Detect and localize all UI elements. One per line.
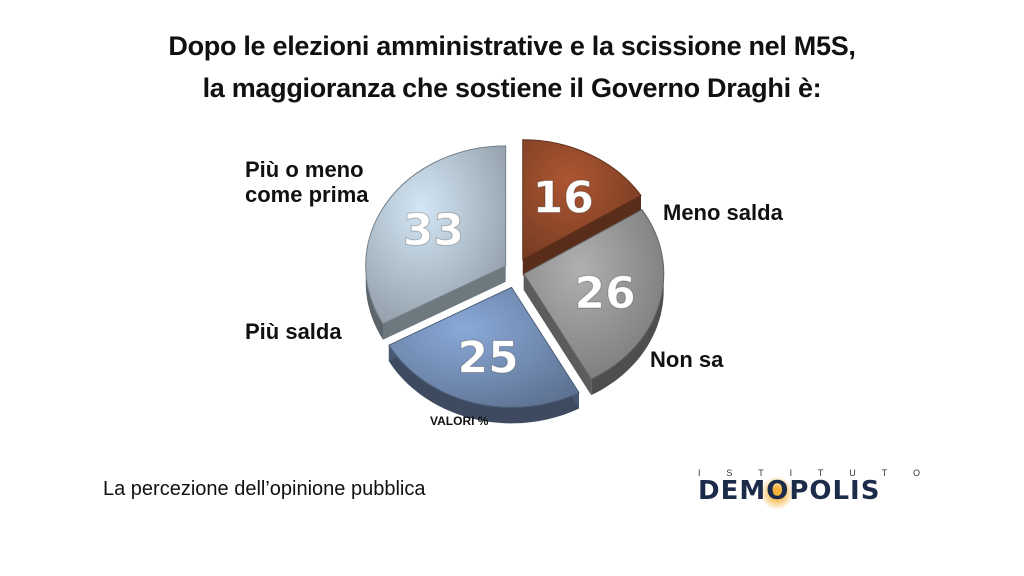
logo-letter: T: [881, 468, 888, 478]
pie-value-label: 25: [457, 333, 518, 384]
pie-slice-side: [591, 209, 664, 396]
pie-slice-0: 16: [522, 139, 642, 276]
logo-letter: T: [817, 468, 824, 478]
values-note: VALORI %: [430, 414, 489, 428]
label-piu-o-meno-line-1: Più o meno: [245, 157, 364, 182]
pie-slice-top: [365, 145, 507, 325]
pie-slice-wall: [382, 265, 506, 340]
pie-value-label: 16: [533, 173, 594, 224]
label-meno-salda: Meno salda: [663, 200, 783, 225]
label-piu-salda: Più salda: [245, 319, 342, 344]
demopolis-logo: I S T I T U T O DEMOPOLIS: [698, 468, 920, 508]
pie-slice-1: 26: [523, 209, 665, 396]
logo-letter: U: [849, 468, 856, 478]
pie-slice-top: [388, 286, 580, 408]
label-piu-o-meno-line-2: come prima: [245, 182, 369, 207]
pie-slice-wall: [522, 195, 641, 276]
chart-title-line-2: la maggioranza che sostiene il Governo D…: [202, 73, 822, 103]
pie-slice-side: [388, 345, 579, 424]
pie-slice-top: [523, 209, 665, 380]
footer-subtitle: La percezione dell’opinione pubblica: [103, 478, 426, 500]
pie-value-label: 26: [574, 268, 635, 319]
logo-letter: I: [698, 468, 701, 478]
logo-letter: T: [758, 468, 764, 478]
pie-slice-3: 33: [365, 145, 507, 340]
logo-letter: O: [912, 468, 920, 478]
logo-demopolis-text: DEMOPOLIS: [698, 476, 881, 506]
label-non-sa: Non sa: [650, 347, 724, 372]
pie-slice-2: 25: [388, 286, 580, 424]
chart-title-line-1: Dopo le elezioni amministrative e la sci…: [168, 31, 856, 61]
pie-slice-wall: [523, 273, 592, 396]
pie-slice-top: [522, 139, 642, 261]
logo-letter: I: [789, 468, 793, 478]
logo-letter: S: [726, 468, 733, 478]
pie-value-label: 33: [403, 205, 464, 256]
